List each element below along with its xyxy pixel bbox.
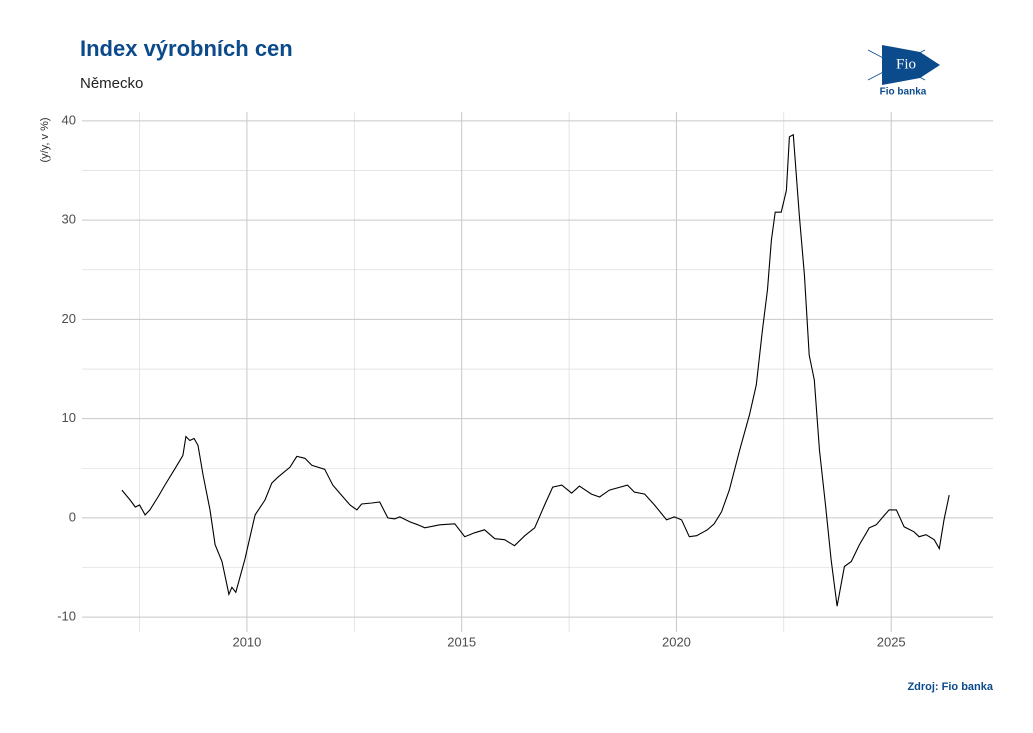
source: Zdroj: Fio banka	[907, 681, 993, 693]
y-tick-label: 10	[62, 410, 76, 425]
logo-text: Fio	[896, 56, 916, 72]
y-tick-label: 0	[69, 509, 76, 524]
y-tick-label: -10	[57, 609, 76, 624]
logo-flag	[882, 45, 940, 85]
x-tick-label: 2015	[447, 634, 476, 649]
chart-title: Index výrobních cen	[80, 36, 293, 61]
logo: Fio Fio banka	[867, 45, 940, 98]
logo-caption: Fio banka	[880, 87, 927, 98]
x-tick-label: 2010	[232, 634, 261, 649]
y-tick-label: 40	[62, 112, 76, 127]
x-tick-label: 2025	[877, 634, 906, 649]
y-tick-label: 30	[62, 212, 76, 227]
chart-subtitle: Německo	[80, 75, 143, 92]
line	[121, 133, 950, 607]
y-axis-label: (y/y, v %)	[39, 117, 51, 162]
x-tick-label: 2020	[662, 634, 691, 649]
y-tick-label: 20	[62, 311, 76, 326]
